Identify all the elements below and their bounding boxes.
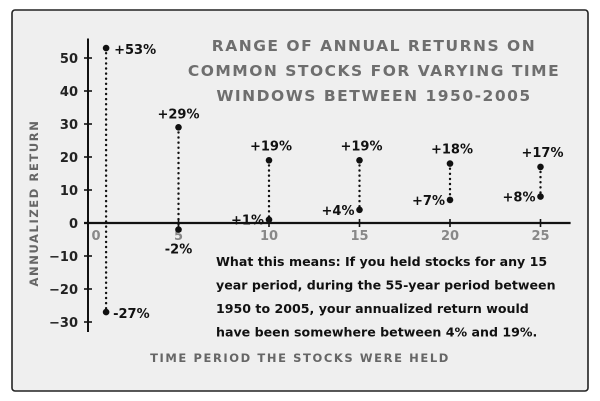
y-tick-label: 50 [60, 52, 78, 67]
annotation-line: have been somewhere between 4% and 19%. [216, 325, 537, 340]
annotation-line: year period, during the 55-year period b… [216, 278, 556, 293]
high-data-label: +17% [521, 146, 563, 161]
low-point [265, 216, 273, 223]
y-tick-label: 20 [60, 151, 78, 166]
high-data-label: +18% [431, 143, 473, 158]
high-point [102, 44, 110, 52]
y-tick-label: 10 [60, 184, 78, 199]
y-tick-label: 0 [69, 217, 78, 232]
high-data-label: +29% [157, 107, 199, 122]
y-axis-label: ANNUALIZED RETURN [27, 120, 41, 287]
y-tick-label: −20 [49, 283, 78, 298]
high-data-label: +19% [250, 139, 292, 154]
chart-title-line: RANGE OF ANNUAL RETURNS ON [212, 37, 536, 55]
high-point [175, 124, 182, 131]
x-tick-label: 20 [441, 229, 459, 244]
y-tick-label: −30 [49, 316, 78, 331]
low-point [102, 308, 110, 316]
annotation-line: What this means: If you held stocks for … [216, 254, 547, 269]
range-marks: +53% -27% +29% -2% +19% +1% +19% +4% +18% +7% +17%… [102, 43, 564, 322]
low-data-label: +7% [412, 194, 445, 209]
low-point [446, 196, 454, 204]
x-tick-label: 10 [260, 229, 278, 244]
axes [84, 38, 571, 332]
annotation-note: What this means: If you held stocks for … [216, 254, 556, 340]
low-data-label: +4% [322, 204, 355, 219]
low-data-label: -2% [165, 243, 192, 258]
high-data-label: +53% [114, 43, 156, 58]
chart-card [11, 9, 589, 392]
x-tick-label: 5 [174, 229, 183, 244]
x-axis-label: TIME PERIOD THE STOCKS WERE HELD [150, 351, 450, 365]
low-data-label: -27% [113, 307, 150, 322]
chart-title-line: COMMON STOCKS FOR VARYING TIME [188, 62, 560, 80]
high-point [446, 160, 454, 167]
high-data-label: +19% [340, 139, 382, 154]
high-point [356, 157, 363, 164]
high-point [265, 157, 273, 164]
chart-title-line: WINDOWS BETWEEN 1950-2005 [216, 87, 531, 105]
low-data-label: +1% [231, 214, 264, 229]
x-tick-label: 0 [91, 229, 100, 244]
y-tick-label: −10 [49, 250, 78, 265]
low-data-label: +8% [503, 191, 536, 206]
annotation-line: 1950 to 2005, your annualized return wou… [216, 301, 529, 316]
y-tick-label: 30 [60, 118, 78, 133]
low-point [537, 193, 544, 200]
high-point [537, 163, 544, 171]
y-tick-label: 40 [60, 85, 78, 100]
x-tick-label: 15 [350, 229, 368, 244]
low-point [356, 206, 363, 214]
chart-title: RANGE OF ANNUAL RETURNS ON COMMON STOCKS … [188, 37, 560, 105]
x-tick-label: 25 [531, 229, 549, 244]
low-point [175, 226, 182, 233]
ticks: 50 40 30 20 10 0 −10 −20 −30 0 5 10 15 20 25 [49, 52, 550, 331]
